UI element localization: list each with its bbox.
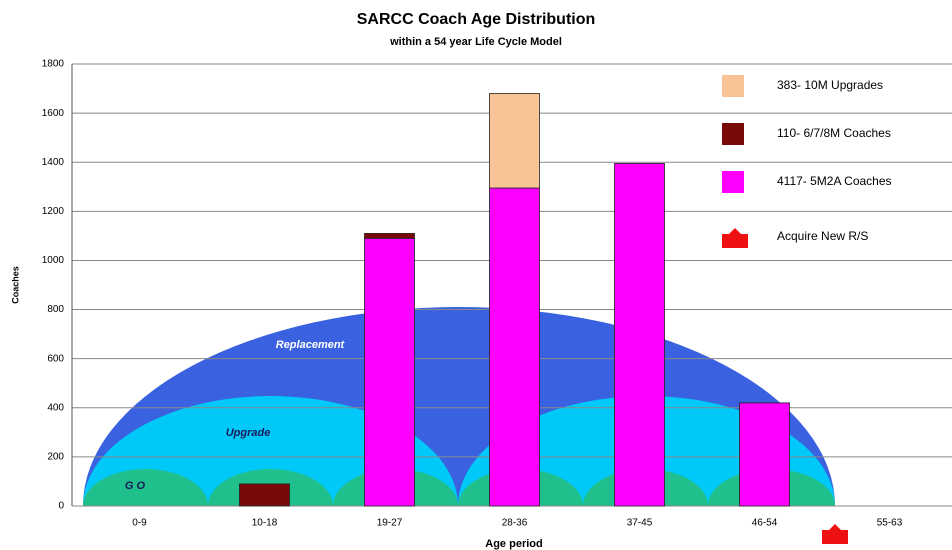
bar <box>364 237 415 507</box>
go-arc <box>83 469 208 506</box>
legend-swatch <box>722 171 744 193</box>
bar <box>489 93 540 189</box>
acquire-icon <box>822 524 848 544</box>
y-tick-label: 0 <box>58 501 64 512</box>
bar <box>489 187 540 507</box>
arc-label: Replacement <box>276 339 346 351</box>
bar <box>739 402 790 507</box>
acquire-icons <box>722 228 848 544</box>
x-tick-label: 28-36 <box>502 518 528 529</box>
x-axis-label: Age period <box>485 538 542 550</box>
bar <box>239 483 290 507</box>
y-tick-label: 1000 <box>42 255 65 266</box>
x-tick-label: 0-9 <box>132 518 147 529</box>
y-tick-label: 600 <box>47 353 64 364</box>
acquire-icon <box>722 228 748 248</box>
x-tick-label: 19-27 <box>377 518 403 529</box>
y-tick-label: 800 <box>47 304 64 315</box>
x-tick-label: 10-18 <box>252 518 278 529</box>
bar <box>364 233 415 239</box>
chart-subtitle: within a 54 year Life Cycle Model <box>389 36 562 48</box>
chart-title: SARCC Coach Age Distribution <box>357 11 596 28</box>
legend-label: 383- 10M Upgrades <box>777 78 883 92</box>
y-tick-label: 1800 <box>42 59 65 70</box>
legend-swatch <box>722 75 744 97</box>
x-tick-label: 37-45 <box>627 518 653 529</box>
y-tick-label: 200 <box>47 452 64 463</box>
arc-label: Upgrade <box>226 427 271 439</box>
legend-label: 110- 6/7/8M Coaches <box>777 126 891 140</box>
life-cycle-arcs <box>83 307 835 506</box>
legend-label: Acquire New R/S <box>777 229 868 243</box>
y-axis-label: Coaches <box>10 266 20 304</box>
arc-label: G O <box>125 480 146 492</box>
y-tick-label: 1400 <box>42 157 65 168</box>
legend-label: 4117- 5M2A Coaches <box>777 174 892 188</box>
y-tick-label: 1600 <box>42 108 65 119</box>
x-tick-label: 55-63 <box>877 518 903 529</box>
legend-swatch <box>722 123 744 145</box>
y-tick-label: 400 <box>47 402 64 413</box>
bar <box>614 163 665 507</box>
x-tick-label: 46-54 <box>752 518 778 529</box>
y-tick-label: 1200 <box>42 206 65 217</box>
